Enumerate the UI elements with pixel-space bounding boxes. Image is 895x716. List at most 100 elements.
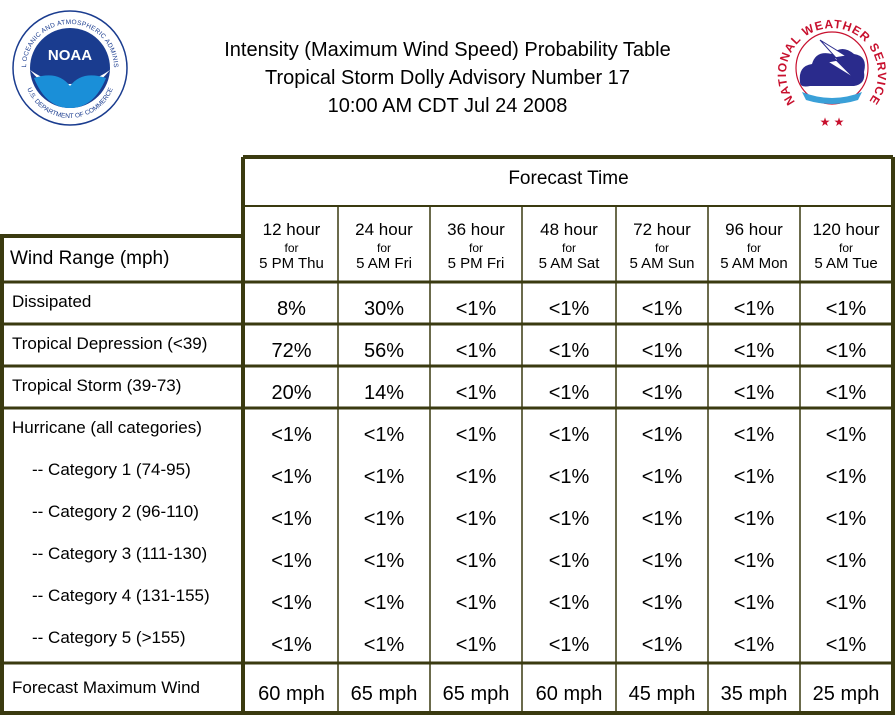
probability-cell: <1% (455, 424, 497, 446)
probability-cell: <1% (825, 592, 867, 614)
probability-cell: <1% (825, 550, 867, 572)
probability-cell: <1% (548, 634, 590, 656)
probability-cell: <1% (548, 508, 590, 530)
column-header: 72 hour for 5 AM Sun (616, 219, 708, 273)
probability-cell: <1% (733, 466, 775, 488)
column-header: 120 hour for 5 AM Tue (800, 219, 892, 273)
column-header: 36 hour for 5 PM Fri (430, 219, 522, 273)
column-time: 5 AM Fri (356, 255, 412, 272)
probability-cell: 20% (271, 382, 312, 404)
probability-cell: <1% (733, 550, 775, 572)
probability-cell: <1% (641, 466, 683, 488)
column-for: for (838, 241, 853, 255)
title-line-2: Tropical Storm Dolly Advisory Number 17 (265, 67, 630, 89)
probability-cell: <1% (363, 424, 405, 446)
title-line-3: 10:00 AM CDT Jul 24 2008 (327, 95, 568, 117)
probability-cell: <1% (363, 466, 405, 488)
column-hour: 72 hour (633, 220, 691, 239)
row-label: Tropical Depression (<39) (12, 334, 208, 353)
wind-range-header: Wind Range (mph) (10, 248, 170, 269)
probability-cell: <1% (271, 508, 312, 530)
probability-cell: <1% (363, 592, 405, 614)
probability-cell: <1% (733, 298, 775, 320)
forecast-time-header: Forecast Time (508, 168, 629, 189)
probability-cell: <1% (825, 340, 867, 362)
probability-cell: <1% (733, 508, 775, 530)
column-header: 96 hour for 5 AM Mon (708, 219, 800, 273)
column-header: 24 hour for 5 AM Fri (338, 219, 430, 273)
title-line-1: Intensity (Maximum Wind Speed) Probabili… (224, 39, 671, 61)
column-header: 12 hour for 5 PM Thu (245, 219, 338, 273)
probability-cell: 72% (271, 340, 312, 362)
column-hour: 36 hour (447, 220, 505, 239)
column-for: for (468, 241, 483, 255)
column-for: for (376, 241, 391, 255)
probability-cell: <1% (455, 634, 497, 656)
probability-cell: <1% (455, 550, 497, 572)
column-for: for (654, 241, 669, 255)
probability-cell: <1% (641, 424, 683, 446)
row-label: -- Category 2 (96-110) (32, 502, 199, 521)
nws-logo: NATIONAL WEATHER SERVICE ★ ★ (775, 8, 888, 129)
row-label: -- Category 4 (131-155) (32, 586, 210, 605)
probability-cell: <1% (271, 634, 312, 656)
max-wind-cell: 65 mph (350, 683, 418, 705)
column-for: for (284, 241, 299, 255)
probability-cell: <1% (548, 298, 590, 320)
probability-cell: <1% (825, 424, 867, 446)
probability-cell: <1% (733, 634, 775, 656)
probability-cell: <1% (641, 634, 683, 656)
probability-cell: <1% (825, 634, 867, 656)
probability-cell: <1% (825, 382, 867, 404)
probability-cell: <1% (733, 340, 775, 362)
probability-cell: <1% (733, 424, 775, 446)
column-header: 48 hour for 5 AM Sat (522, 219, 616, 273)
column-time: 5 AM Sun (629, 255, 695, 272)
max-wind-cell: 45 mph (628, 683, 696, 705)
row-label: Tropical Storm (39-73) (12, 376, 182, 395)
column-hour: 96 hour (725, 220, 783, 239)
probability-cell: <1% (455, 508, 497, 530)
probability-cell: <1% (641, 340, 683, 362)
probability-cell: 56% (363, 340, 405, 362)
column-time: 5 AM Sat (538, 255, 600, 272)
probability-cell: <1% (548, 340, 590, 362)
row-label: -- Category 1 (74-95) (32, 460, 191, 479)
probability-cell: <1% (363, 550, 405, 572)
probability-cell: <1% (641, 382, 683, 404)
probability-cell: 8% (277, 298, 306, 320)
probability-cell: <1% (455, 466, 497, 488)
probability-cell: <1% (641, 298, 683, 320)
nws-stars: ★ ★ (820, 115, 845, 128)
probability-cell: <1% (271, 592, 312, 614)
column-hour: 24 hour (355, 220, 413, 239)
probability-cell: <1% (641, 592, 683, 614)
probability-cell: <1% (271, 466, 312, 488)
column-for: for (746, 241, 761, 255)
probability-cell: <1% (548, 424, 590, 446)
column-time: 5 AM Mon (720, 255, 788, 272)
probability-cell: <1% (641, 550, 683, 572)
probability-cell: <1% (641, 508, 683, 530)
row-label: -- Category 3 (111-130) (32, 544, 208, 563)
column-hour: 12 hour (262, 220, 321, 239)
column-hour: 48 hour (540, 220, 598, 239)
probability-cell: <1% (548, 550, 590, 572)
row-label: -- Category 5 (>155) (32, 628, 186, 647)
max-wind-cell: 25 mph (812, 683, 880, 705)
probability-cell: 30% (363, 298, 405, 320)
probability-cell: <1% (733, 382, 775, 404)
column-for: for (561, 241, 576, 255)
page-title: Intensity (Maximum Wind Speed) Probabili… (0, 36, 895, 120)
column-time: 5 AM Tue (814, 255, 878, 272)
probability-cell: <1% (363, 508, 405, 530)
probability-cell: <1% (825, 298, 867, 320)
column-hour: 120 hour (812, 220, 880, 239)
probability-cell: 14% (363, 382, 405, 404)
probability-cell: <1% (271, 550, 312, 572)
max-wind-cell: 65 mph (442, 683, 510, 705)
probability-cell: <1% (825, 508, 867, 530)
probability-cell: <1% (825, 466, 867, 488)
